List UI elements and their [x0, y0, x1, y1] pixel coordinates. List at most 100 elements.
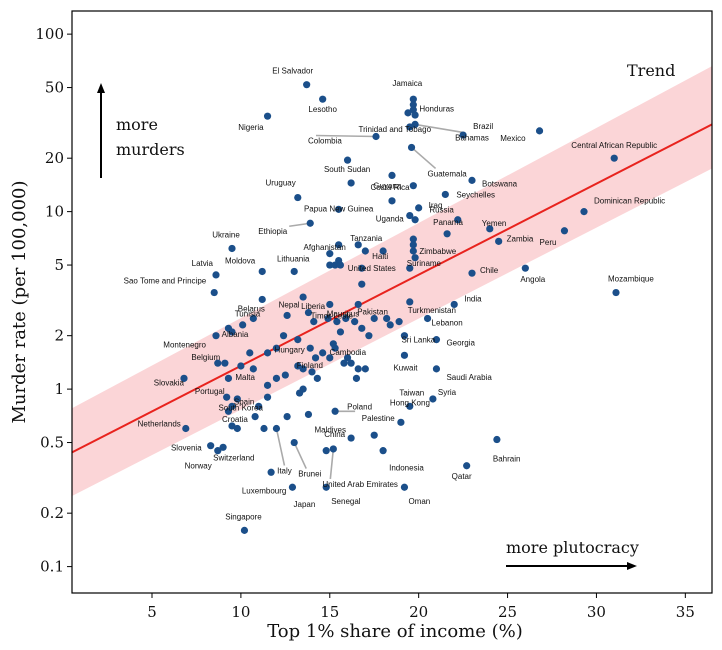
country-label: China — [324, 430, 345, 439]
data-point — [400, 483, 409, 491]
country-label: Trinidad and Tobago — [359, 125, 432, 134]
x-tick-label: 5 — [147, 603, 157, 621]
data-point — [336, 328, 345, 336]
country-label: Sri Lanka — [401, 336, 435, 345]
country-label: Slovakia — [154, 378, 185, 387]
data-point — [290, 438, 298, 447]
data-point — [294, 193, 302, 202]
legend-trend-label: Trend — [627, 61, 675, 80]
data-point — [354, 365, 362, 373]
data-point — [319, 349, 327, 357]
label-leader-line — [411, 146, 437, 170]
data-point — [379, 447, 387, 455]
data-point — [180, 374, 188, 382]
country-label: Hungary — [275, 346, 305, 355]
country-label: Dominican Republic — [594, 197, 665, 206]
data-point — [182, 424, 190, 433]
data-point — [233, 424, 241, 433]
data-point — [411, 254, 419, 262]
y-tick-label: 100 — [35, 25, 64, 43]
country-label: Syria — [438, 388, 457, 397]
data-point — [463, 462, 471, 470]
data-point — [212, 332, 220, 340]
data-point — [429, 395, 437, 403]
trend-line — [72, 123, 712, 454]
country-label: India — [464, 294, 482, 303]
country-label: Oman — [408, 497, 430, 506]
label-leader-line — [315, 134, 377, 138]
data-point — [272, 344, 281, 352]
country-label: El Salvador — [272, 67, 313, 76]
data-point — [388, 171, 396, 179]
data-point — [249, 365, 257, 373]
data-point — [304, 308, 313, 317]
confidence-band-layer — [72, 66, 712, 496]
country-label: Botswana — [482, 179, 518, 188]
data-point — [255, 402, 263, 410]
data-point — [459, 131, 467, 139]
data-point — [347, 179, 355, 187]
country-label: Qatar — [452, 472, 472, 481]
data-point — [331, 407, 339, 415]
data-point — [404, 109, 412, 117]
data-point — [233, 395, 241, 403]
country-label: Montenegro — [163, 341, 206, 350]
data-point — [409, 241, 417, 249]
data-point — [224, 407, 233, 415]
data-point — [468, 176, 476, 184]
data-point — [406, 298, 414, 306]
data-point — [358, 324, 366, 332]
x-tick-label: 25 — [498, 603, 517, 621]
data-point — [432, 336, 441, 344]
data-point — [406, 123, 414, 131]
data-point — [221, 359, 229, 367]
data-point — [223, 393, 231, 401]
country-label: Luxembourg — [242, 486, 286, 495]
x-tick-label: 15 — [320, 603, 339, 621]
data-point — [365, 332, 373, 340]
data-point — [580, 208, 588, 216]
country-label: Tunisia — [235, 309, 261, 318]
data-point — [406, 402, 414, 410]
country-label: Belgium — [191, 353, 220, 362]
data-point — [336, 261, 345, 269]
plot-frame — [71, 10, 713, 594]
data-point — [263, 349, 272, 357]
country-label: Uruguay — [266, 179, 296, 188]
country-label: Honduras — [419, 105, 454, 114]
x-tick-label: 30 — [587, 603, 606, 621]
data-point — [310, 318, 318, 326]
data-point — [283, 413, 291, 421]
data-point — [468, 269, 476, 277]
data-point — [303, 81, 311, 89]
data-point — [304, 410, 313, 419]
data-point — [372, 132, 380, 141]
country-label: Guyana — [373, 182, 402, 191]
data-point — [560, 227, 569, 235]
country-label: Seychelles — [456, 190, 495, 199]
x-axis-title: Top 1% share of income (%) — [267, 621, 523, 642]
country-label: Palestine — [362, 414, 395, 423]
data-point — [279, 332, 288, 340]
country-label: Norway — [185, 462, 212, 471]
country-label: Cambodia — [330, 348, 367, 357]
label-leader-line — [329, 448, 335, 480]
data-point — [308, 368, 316, 376]
label-leader-line — [414, 123, 464, 134]
data-point — [406, 211, 414, 220]
data-point — [306, 344, 314, 352]
country-label: Maldives — [314, 425, 346, 434]
data-point — [290, 267, 298, 276]
data-point — [224, 324, 233, 332]
data-point — [411, 120, 419, 129]
data-point — [251, 413, 259, 421]
data-point — [400, 351, 409, 359]
data-point — [263, 381, 272, 389]
data-point — [379, 247, 387, 255]
country-label: Spain — [234, 398, 254, 407]
country-label: United States — [348, 264, 396, 273]
data-point — [441, 190, 449, 199]
data-point — [240, 526, 249, 534]
data-point — [411, 111, 419, 119]
y-tick-label: 20 — [45, 149, 64, 167]
